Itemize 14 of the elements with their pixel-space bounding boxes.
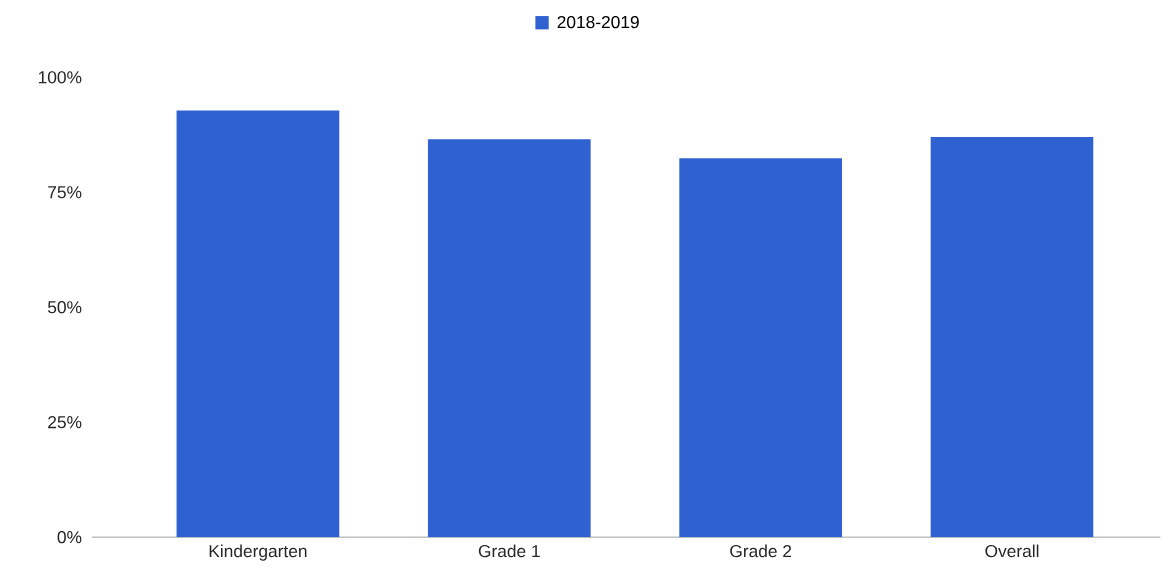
y-tick-label: 0% bbox=[57, 530, 82, 544]
x-tick-label: Kindergarten bbox=[209, 544, 307, 561]
bar bbox=[679, 158, 843, 538]
y-tick-label: 100% bbox=[38, 71, 82, 84]
x-tick-label: Grade 1 bbox=[478, 544, 540, 558]
y-tick-label: 50% bbox=[47, 300, 82, 314]
bar bbox=[176, 110, 340, 538]
bar bbox=[930, 136, 1094, 538]
legend-label: 2018-2019 bbox=[557, 15, 639, 29]
x-tick-label: Grade 2 bbox=[730, 544, 792, 558]
y-tick-label: 75% bbox=[48, 186, 82, 199]
bar bbox=[427, 139, 591, 538]
y-tick-label: 25% bbox=[48, 415, 82, 429]
x-tick-label: Overall bbox=[985, 544, 1039, 558]
